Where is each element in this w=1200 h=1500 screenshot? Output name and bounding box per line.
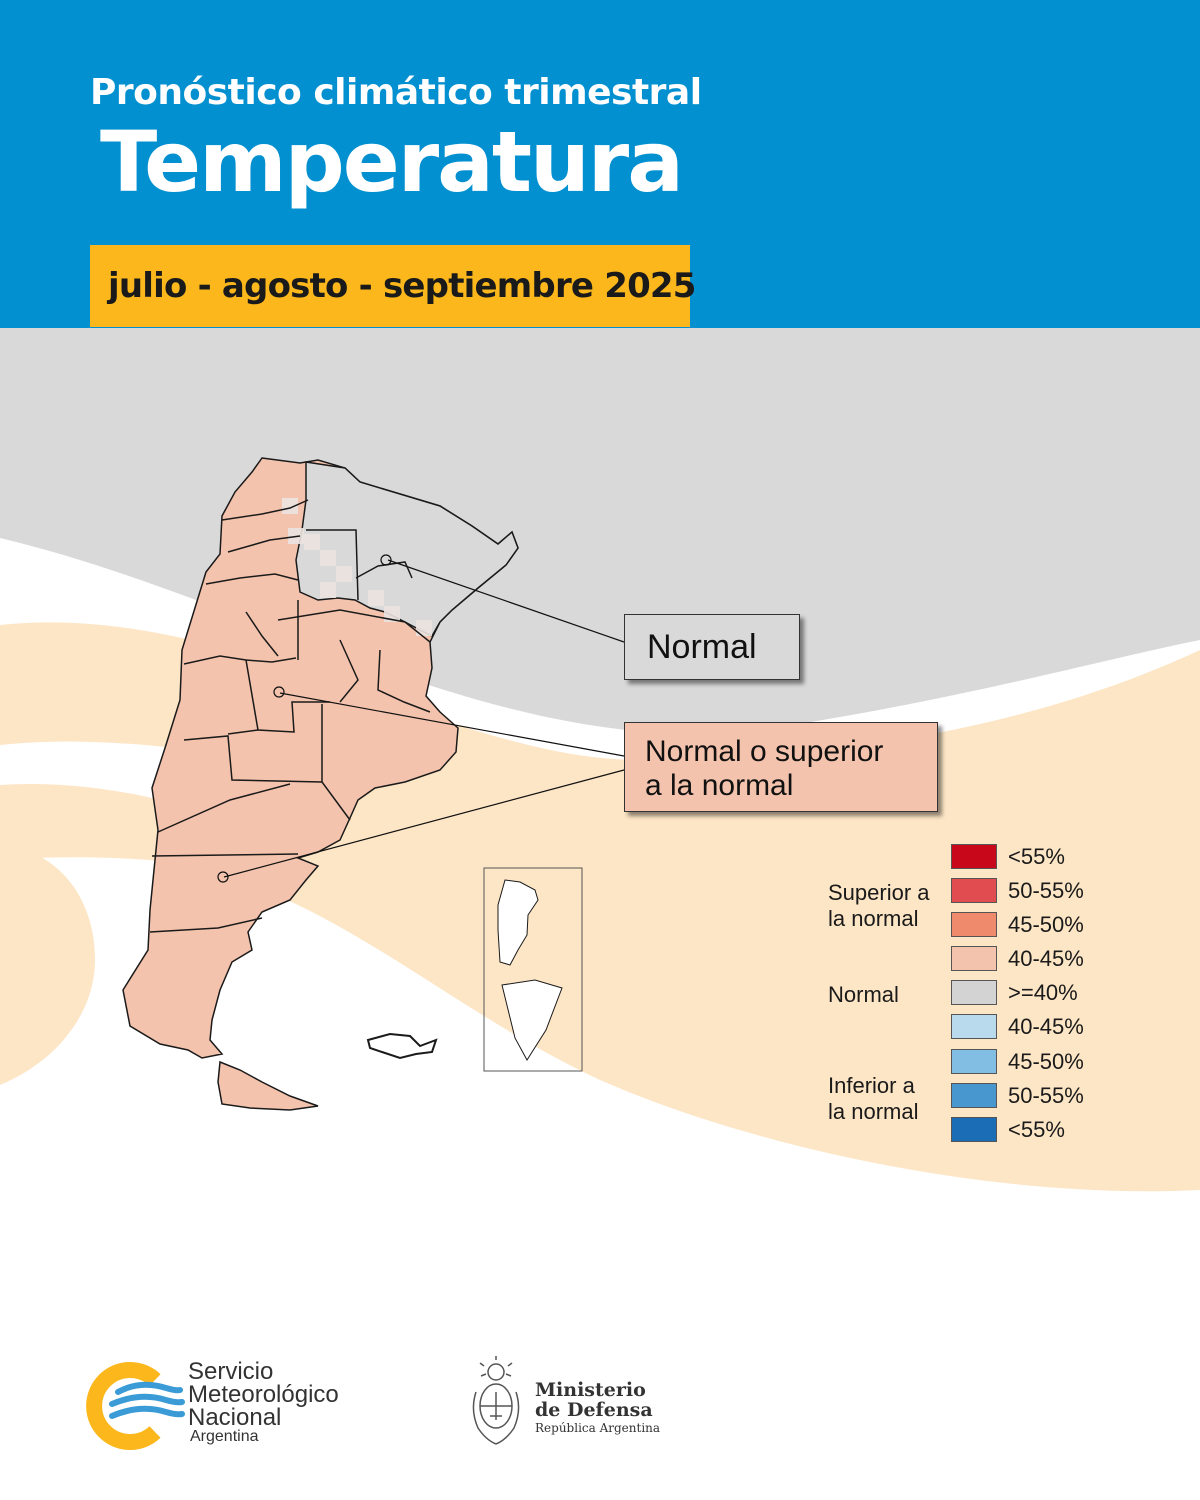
smn-name: Servicio Meteorológico Nacional — [188, 1358, 339, 1431]
legend-swatch — [951, 1117, 997, 1142]
header-kicker: Pronóstico climático trimestral — [90, 72, 702, 113]
legend-swatch — [951, 912, 997, 937]
marker-superior-center — [273, 686, 285, 698]
callout-normal-label: Normal — [647, 628, 757, 666]
ministerio-line2: de Defensa — [535, 1399, 653, 1421]
legend-group-superior-line2: la normal — [828, 906, 919, 931]
marker-normal — [380, 554, 392, 566]
transition-cells — [282, 498, 432, 636]
inset-antarctica-sector — [501, 979, 563, 1061]
legend-swatch — [951, 1049, 997, 1074]
page-title: Temperatura — [100, 113, 684, 211]
inset-mainland-shape — [497, 879, 539, 966]
malvinas-islands-shape — [366, 1032, 438, 1060]
normal-region-shape — [295, 461, 519, 637]
tierra-del-fuego-shape — [217, 1060, 319, 1111]
legend-label: >=40% — [1008, 980, 1078, 1005]
callout-superior-line1: Normal o superior — [645, 735, 884, 768]
ministerio-line1: Ministerio — [535, 1379, 646, 1401]
legend-swatch — [951, 1014, 997, 1039]
legend-swatch — [951, 1083, 997, 1108]
legend-swatch — [951, 980, 997, 1005]
legend-group-inferior: Inferior a la normal — [828, 1073, 918, 1125]
legend-label: 40-45% — [1008, 1014, 1084, 1039]
legend-group-superior: Superior a la normal — [828, 880, 930, 932]
legend-label: 50-55% — [1008, 878, 1084, 903]
legend-label: <55% — [1008, 844, 1065, 869]
ministerio-name: Ministerio de Defensa — [535, 1380, 653, 1420]
legend-group-normal: Normal — [828, 982, 899, 1007]
province-borders — [149, 499, 431, 933]
legend-label: <55% — [1008, 1117, 1065, 1142]
smn-country: Argentina — [190, 1428, 259, 1445]
callout-normal-o-superior: Normal o superior a la normal — [624, 722, 938, 812]
callout-lines — [223, 559, 625, 878]
ministerio-subtitle: República Argentina — [535, 1421, 661, 1435]
callout-normal: Normal — [624, 614, 800, 680]
period-badge: julio - agosto - septiembre 2025 — [90, 245, 696, 327]
legend-label: 40-45% — [1008, 946, 1084, 971]
inset-map-frame — [483, 867, 583, 1072]
legend-label: 45-50% — [1008, 1049, 1084, 1074]
smn-line2: Meteorológico — [188, 1381, 339, 1408]
legend-label: 50-55% — [1008, 1083, 1084, 1108]
legend-group-superior-line1: Superior a — [828, 880, 930, 905]
legend-swatch — [951, 946, 997, 971]
callout-superior-line2: a la normal — [645, 769, 794, 802]
legend-swatch — [951, 844, 997, 869]
marker-superior-south — [217, 871, 229, 883]
smn-line3: Nacional — [188, 1404, 282, 1431]
legend-group-inferior-line1: Inferior a — [828, 1073, 915, 1098]
legend-group-inferior-line2: la normal — [828, 1099, 919, 1124]
legend-label: 45-50% — [1008, 912, 1084, 937]
smn-line1: Servicio — [188, 1358, 274, 1385]
legend-swatch — [951, 878, 997, 903]
